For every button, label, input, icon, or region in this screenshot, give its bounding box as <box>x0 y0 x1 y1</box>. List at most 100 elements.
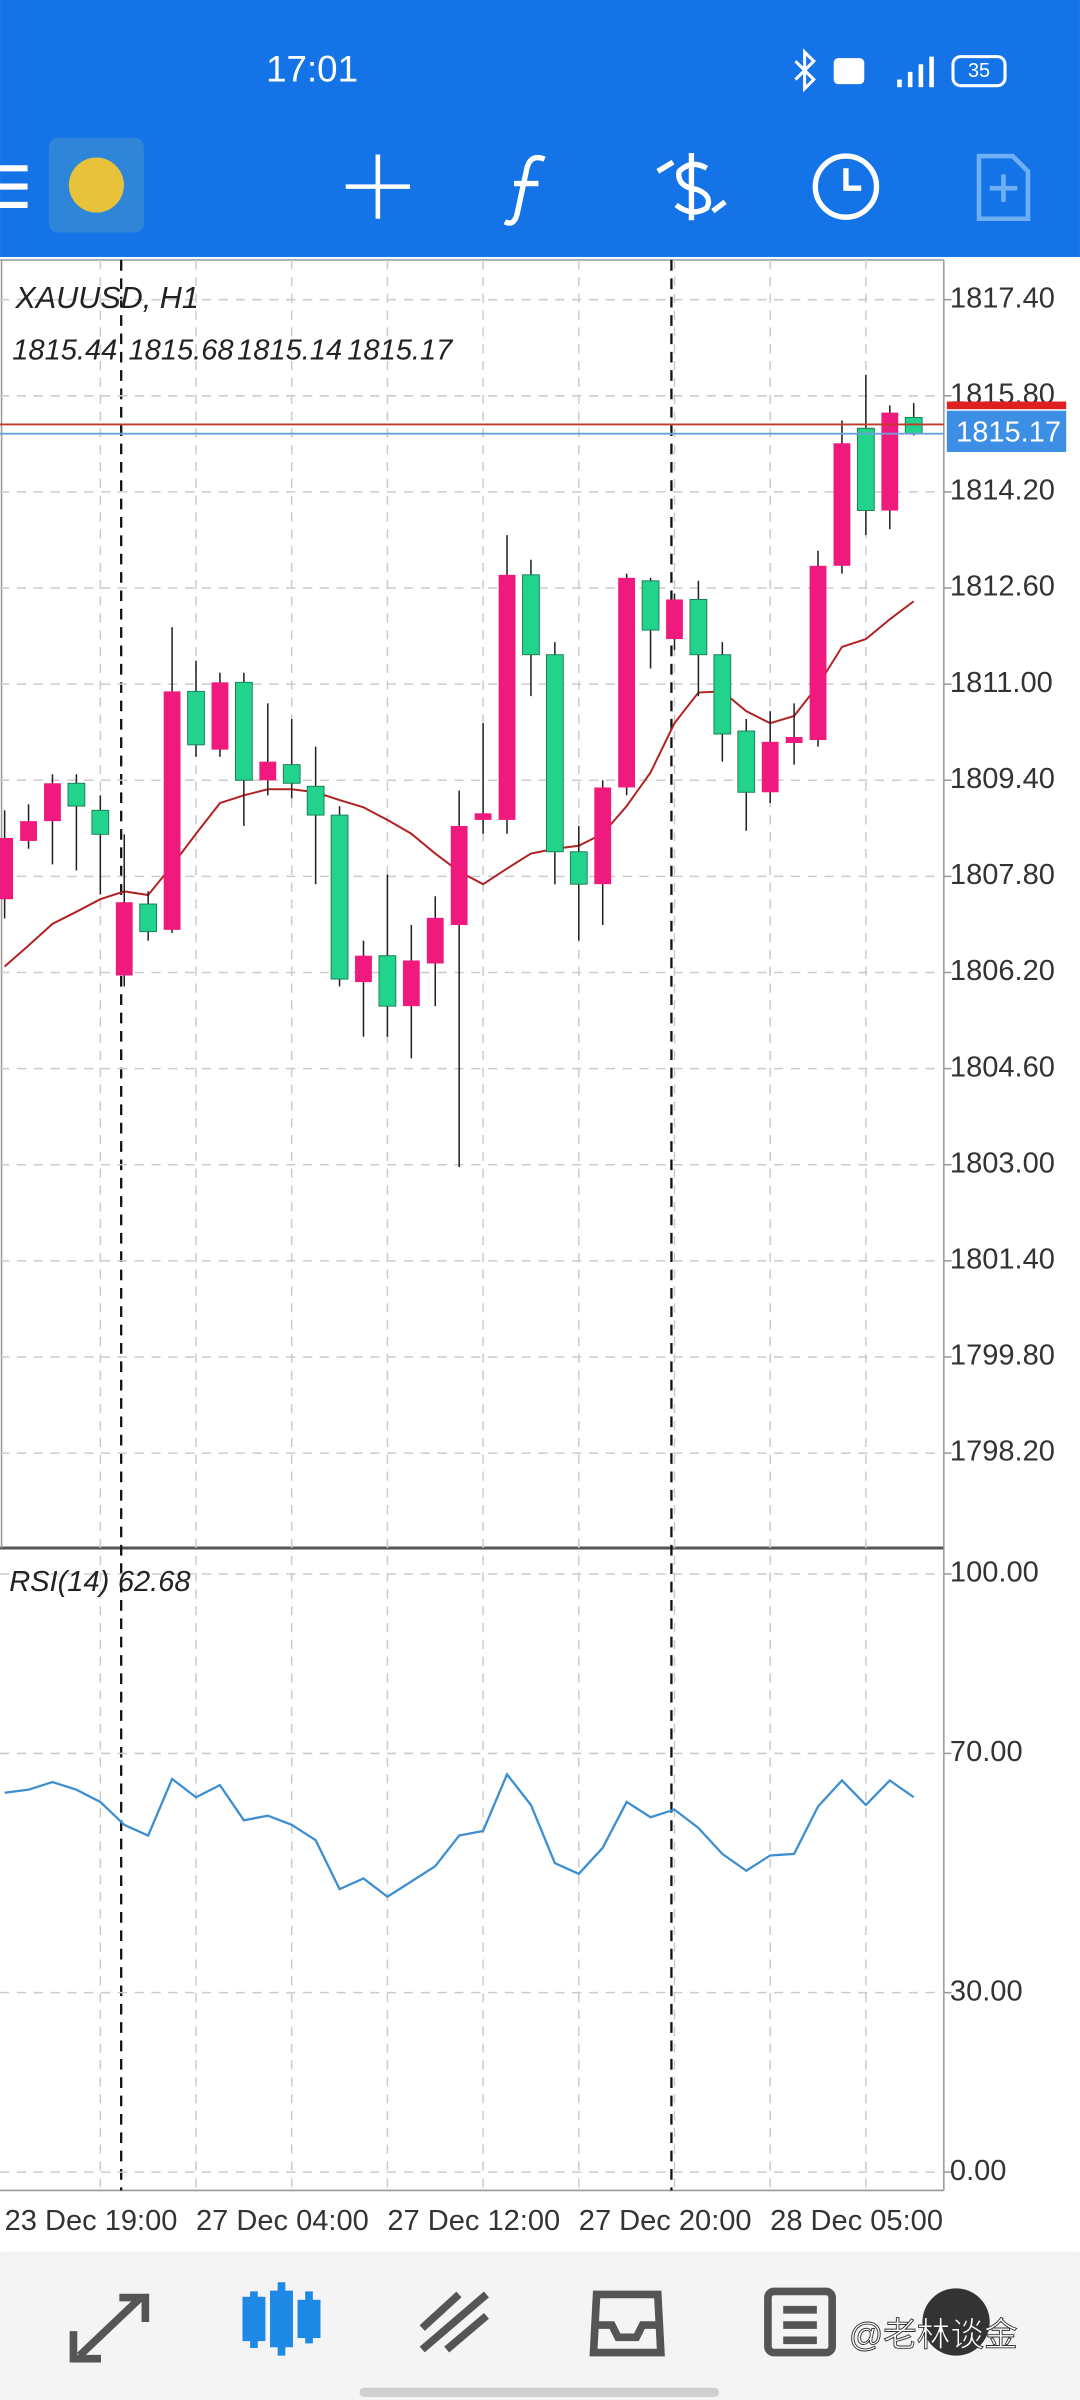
y-tick-label: 1811.00 <box>950 667 1053 699</box>
candle-body <box>737 730 756 793</box>
price-label-mark <box>946 401 1067 410</box>
candle-body <box>689 598 708 656</box>
candle-body <box>641 580 660 631</box>
menu-button[interactable] <box>0 165 28 209</box>
candle-body <box>355 955 372 983</box>
candle-body <box>306 785 325 816</box>
y-tick-label: 1807.80 <box>950 859 1055 891</box>
candle-body <box>139 903 158 933</box>
candle-body <box>211 682 229 750</box>
hd-icon <box>833 58 865 85</box>
candle-body <box>904 416 923 435</box>
battery-icon <box>951 55 1007 88</box>
candle-body <box>259 761 277 781</box>
trade-tab[interactable] <box>419 2291 489 2353</box>
quotes-tab[interactable] <box>69 2293 150 2363</box>
candle-body <box>44 783 61 822</box>
y-tick-label: 30.00 <box>950 1975 1023 2007</box>
y-tick-label: 100.00 <box>950 1557 1039 1589</box>
candle-body <box>234 681 253 781</box>
candle-body <box>187 690 205 746</box>
candle-body <box>809 565 827 741</box>
candle-body <box>713 654 732 735</box>
watermark: @老林谈金 <box>849 2316 1018 2354</box>
ohlc-open: 1815.44 <box>12 334 117 366</box>
chart-area: 1817.401815.801814.201812.601811.001809.… <box>0 259 1067 2237</box>
candle-body <box>450 825 468 926</box>
candle-body <box>857 427 875 511</box>
y-tick-label: 1817.40 <box>950 282 1055 314</box>
candle-body <box>569 851 588 885</box>
candle-body <box>522 574 540 656</box>
y-tick-label: 1799.80 <box>950 1340 1055 1372</box>
y-tick-label: 1809.40 <box>950 763 1055 795</box>
x-tick-label: 27 Dec 12:00 <box>387 2205 560 2237</box>
new-order-button[interactable] <box>976 153 1031 222</box>
rsi-title: RSI(14) <box>9 1566 109 1598</box>
candle-body <box>666 599 683 640</box>
candle-body <box>833 443 851 566</box>
chart-title: XAUUSD, H1 <box>14 281 199 315</box>
y-tick-label: 1812.60 <box>950 571 1055 603</box>
x-tick-label: 28 Dec 05:00 <box>770 2205 943 2237</box>
y-tick-label: 0.00 <box>950 2155 1007 2187</box>
history-tab[interactable] <box>589 2290 665 2357</box>
rsi-line <box>4 1772 915 1899</box>
trade-button[interactable] <box>656 152 727 221</box>
candle-body <box>618 577 636 788</box>
candle-body <box>761 741 779 793</box>
candle-body <box>594 787 612 885</box>
ohlc-low: 1815.14 <box>237 334 342 366</box>
indicators-button[interactable] <box>503 154 546 226</box>
candle-body <box>378 955 397 1007</box>
home-indicator <box>359 2387 719 2397</box>
candle-body <box>163 691 181 930</box>
candle-body <box>91 809 110 835</box>
app-icon-logo <box>68 157 124 213</box>
candle-body <box>426 917 444 964</box>
x-tick-label: 27 Dec 20:00 <box>579 2205 752 2237</box>
header-bg <box>0 0 1080 257</box>
status-icons <box>794 48 1007 93</box>
x-tick-label: 23 Dec 19:00 <box>5 2205 178 2237</box>
bluetooth-icon <box>794 48 816 93</box>
y-tick-label: 1814.20 <box>950 475 1055 507</box>
y-tick-label: 1798.20 <box>950 1436 1055 1468</box>
price-label-bg <box>946 410 1067 453</box>
candle-body <box>474 813 492 820</box>
settings-tab[interactable] <box>922 2288 990 2356</box>
status-time: 17:01 <box>266 49 358 90</box>
current-price-label: 1815.17 <box>956 416 1061 448</box>
x-tick-label: 27 Dec 04:00 <box>196 2205 369 2237</box>
chart-tab[interactable] <box>242 2282 321 2356</box>
candle-body <box>545 654 564 853</box>
candle-body <box>785 737 803 744</box>
ohlc-high: 1815.68 <box>129 334 234 366</box>
signal-icon <box>897 56 934 88</box>
y-tick-label: 70.00 <box>950 1736 1023 1768</box>
candle-body <box>402 960 420 1007</box>
candle-body <box>67 782 86 807</box>
news-tab[interactable] <box>764 2287 836 2357</box>
y-tick-label: 1803.00 <box>950 1147 1055 1179</box>
crosshair-button[interactable] <box>345 154 410 219</box>
toolbar <box>0 137 1031 233</box>
ohlc-close: 1815.17 <box>347 334 454 366</box>
candle-body <box>330 814 349 980</box>
battery-level: 35 <box>968 60 990 82</box>
candle-body <box>498 574 516 820</box>
history-button[interactable] <box>812 153 880 220</box>
candle-body <box>20 821 37 841</box>
y-tick-label: 1801.40 <box>950 1244 1055 1276</box>
candle-body <box>0 837 14 900</box>
y-tick-label: 1804.60 <box>950 1051 1055 1083</box>
candle-body <box>881 412 899 511</box>
bottom-nav-bg <box>0 2251 1080 2400</box>
candle-body <box>115 902 133 976</box>
rsi-value: 62.68 <box>118 1566 191 1598</box>
bottom-nav <box>69 2282 990 2363</box>
candle-body <box>282 764 301 784</box>
y-tick-label: 1806.20 <box>950 955 1055 987</box>
